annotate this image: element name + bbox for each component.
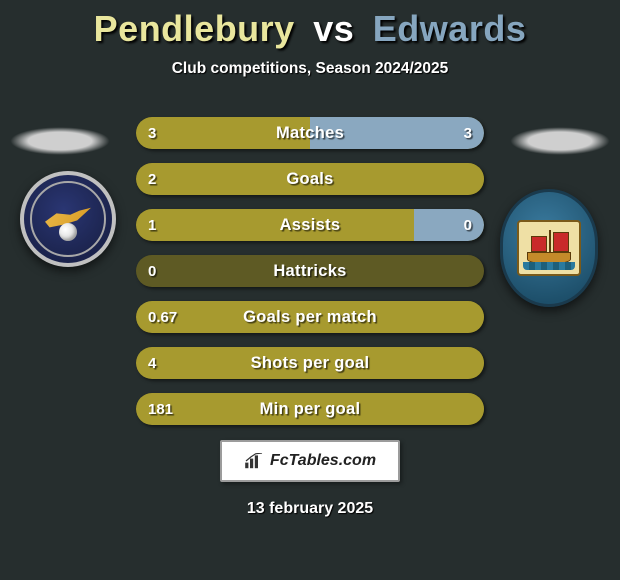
stat-label: Shots per goal (136, 347, 484, 379)
stat-label: Goals (136, 163, 484, 195)
chart-icon (244, 453, 264, 469)
page-title: Pendlebury vs Edwards (0, 0, 620, 50)
stat-value-right: 0 (464, 209, 472, 241)
ship-icon (523, 226, 575, 270)
stat-value-left: 0 (148, 255, 156, 287)
stat-row: Min per goal181 (136, 393, 484, 425)
stat-value-right: 3 (464, 117, 472, 149)
stat-row: Shots per goal4 (136, 347, 484, 379)
date-text: 13 february 2025 (0, 500, 620, 518)
stat-value-left: 4 (148, 347, 156, 379)
shadow-left (10, 127, 110, 155)
stat-row: Goals per match0.67 (136, 301, 484, 333)
comparison-bars: Matches33Goals2Assists10Hattricks0Goals … (136, 117, 484, 439)
stat-label: Assists (136, 209, 484, 241)
stat-row: Assists1 0 (136, 209, 484, 241)
vs-text: vs (313, 8, 354, 49)
stat-row: Hattricks0 (136, 255, 484, 287)
site-name: FcTables.com (270, 452, 376, 470)
site-badge: FcTables.com (220, 440, 400, 482)
stat-value-left: 0.67 (148, 301, 177, 333)
stat-label: Goals per match (136, 301, 484, 333)
stat-label: Min per goal (136, 393, 484, 425)
shadow-right (510, 127, 610, 155)
stat-value-left: 3 (148, 117, 156, 149)
stat-value-left: 2 (148, 163, 156, 195)
stat-row: Goals2 (136, 163, 484, 195)
stat-row: Matches3 3 (136, 117, 484, 149)
player1-name: Pendlebury (94, 8, 295, 49)
stat-label: Hattricks (136, 255, 484, 287)
player2-name: Edwards (373, 8, 527, 49)
subtitle: Club competitions, Season 2024/2025 (0, 60, 620, 78)
stat-value-left: 181 (148, 393, 173, 425)
farnborough-crest-icon (20, 171, 116, 267)
stat-label: Matches (136, 117, 484, 149)
stat-value-left: 1 (148, 209, 156, 241)
ball-icon (59, 223, 77, 241)
weymouth-crest-icon (500, 189, 598, 307)
comparison-arena: Matches33Goals2Assists10Hattricks0Goals … (0, 95, 620, 445)
